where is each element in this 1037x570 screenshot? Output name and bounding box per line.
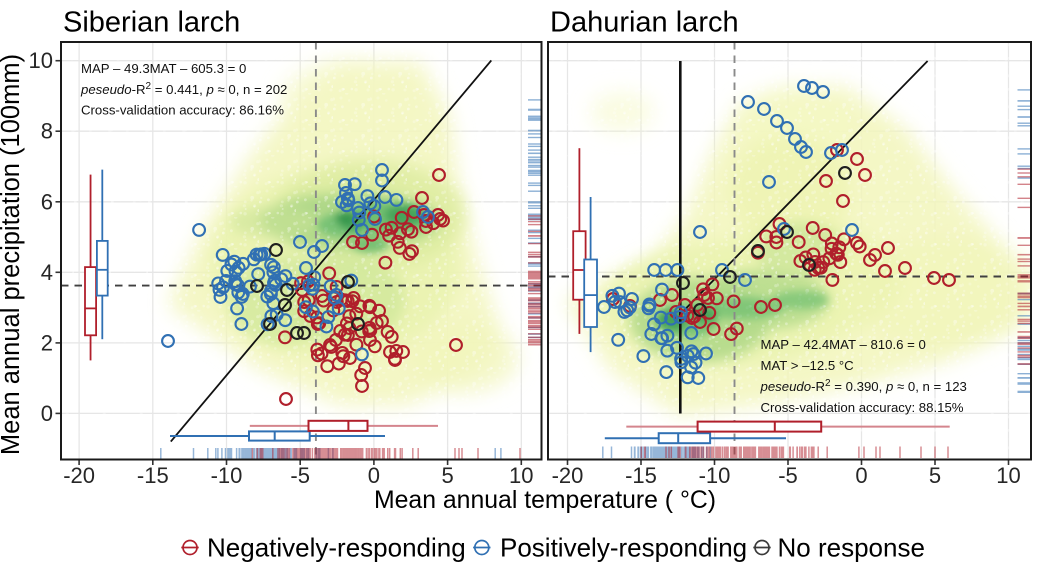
svg-text:10: 10	[509, 463, 533, 488]
svg-text:5: 5	[929, 463, 941, 488]
svg-text:MAP – 42.4MAT – 810.6 = 0: MAP – 42.4MAT – 810.6 = 0	[761, 337, 926, 352]
svg-text:Mean annual precipitation (100: Mean annual precipitation (100mm)	[0, 54, 25, 455]
svg-text:4: 4	[41, 260, 53, 285]
svg-text:MAT > –12.5 °C: MAT > –12.5 °C	[761, 358, 855, 373]
svg-text:-15: -15	[137, 463, 169, 488]
svg-text:-5: -5	[778, 463, 798, 488]
svg-text:No response: No response	[778, 533, 925, 563]
svg-text:peseudo-R2 = 0.390, p ≈ 0, n =: peseudo-R2 = 0.390, p ≈ 0, n = 123	[760, 378, 967, 395]
svg-text:-5: -5	[290, 463, 310, 488]
svg-text:MAP – 49.3MAT – 605.3 = 0: MAP – 49.3MAT – 605.3 = 0	[81, 61, 246, 76]
svg-text:Siberian larch: Siberian larch	[63, 7, 240, 39]
svg-text:-10: -10	[699, 463, 731, 488]
svg-text:10: 10	[29, 48, 53, 73]
svg-text:Cross-validation accuracy: 86.: Cross-validation accuracy: 86.16%	[81, 103, 284, 118]
svg-text:0: 0	[368, 463, 380, 488]
svg-text:-10: -10	[211, 463, 243, 488]
svg-text:Mean annual temperature ( °C): Mean annual temperature ( °C)	[374, 487, 716, 514]
svg-text:Positively-responding: Positively-responding	[500, 533, 747, 563]
svg-text:Cross-validation accuracy: 88.: Cross-validation accuracy: 88.15%	[761, 400, 964, 415]
svg-text:Dahurian larch: Dahurian larch	[550, 7, 739, 39]
svg-text:2: 2	[41, 330, 53, 355]
svg-text:Negatively-responding: Negatively-responding	[207, 533, 466, 563]
svg-text:-20: -20	[552, 463, 584, 488]
svg-text:6: 6	[41, 189, 53, 214]
svg-text:-15: -15	[625, 463, 657, 488]
svg-text:peseudo-R2 = 0.441, p ≈ 0, n =: peseudo-R2 = 0.441, p ≈ 0, n = 202	[80, 81, 287, 98]
svg-text:0: 0	[855, 463, 867, 488]
svg-text:10: 10	[996, 463, 1020, 488]
svg-text:8: 8	[41, 119, 53, 144]
svg-text:-20: -20	[63, 463, 95, 488]
svg-text:5: 5	[441, 463, 453, 488]
svg-text:0: 0	[41, 401, 53, 426]
